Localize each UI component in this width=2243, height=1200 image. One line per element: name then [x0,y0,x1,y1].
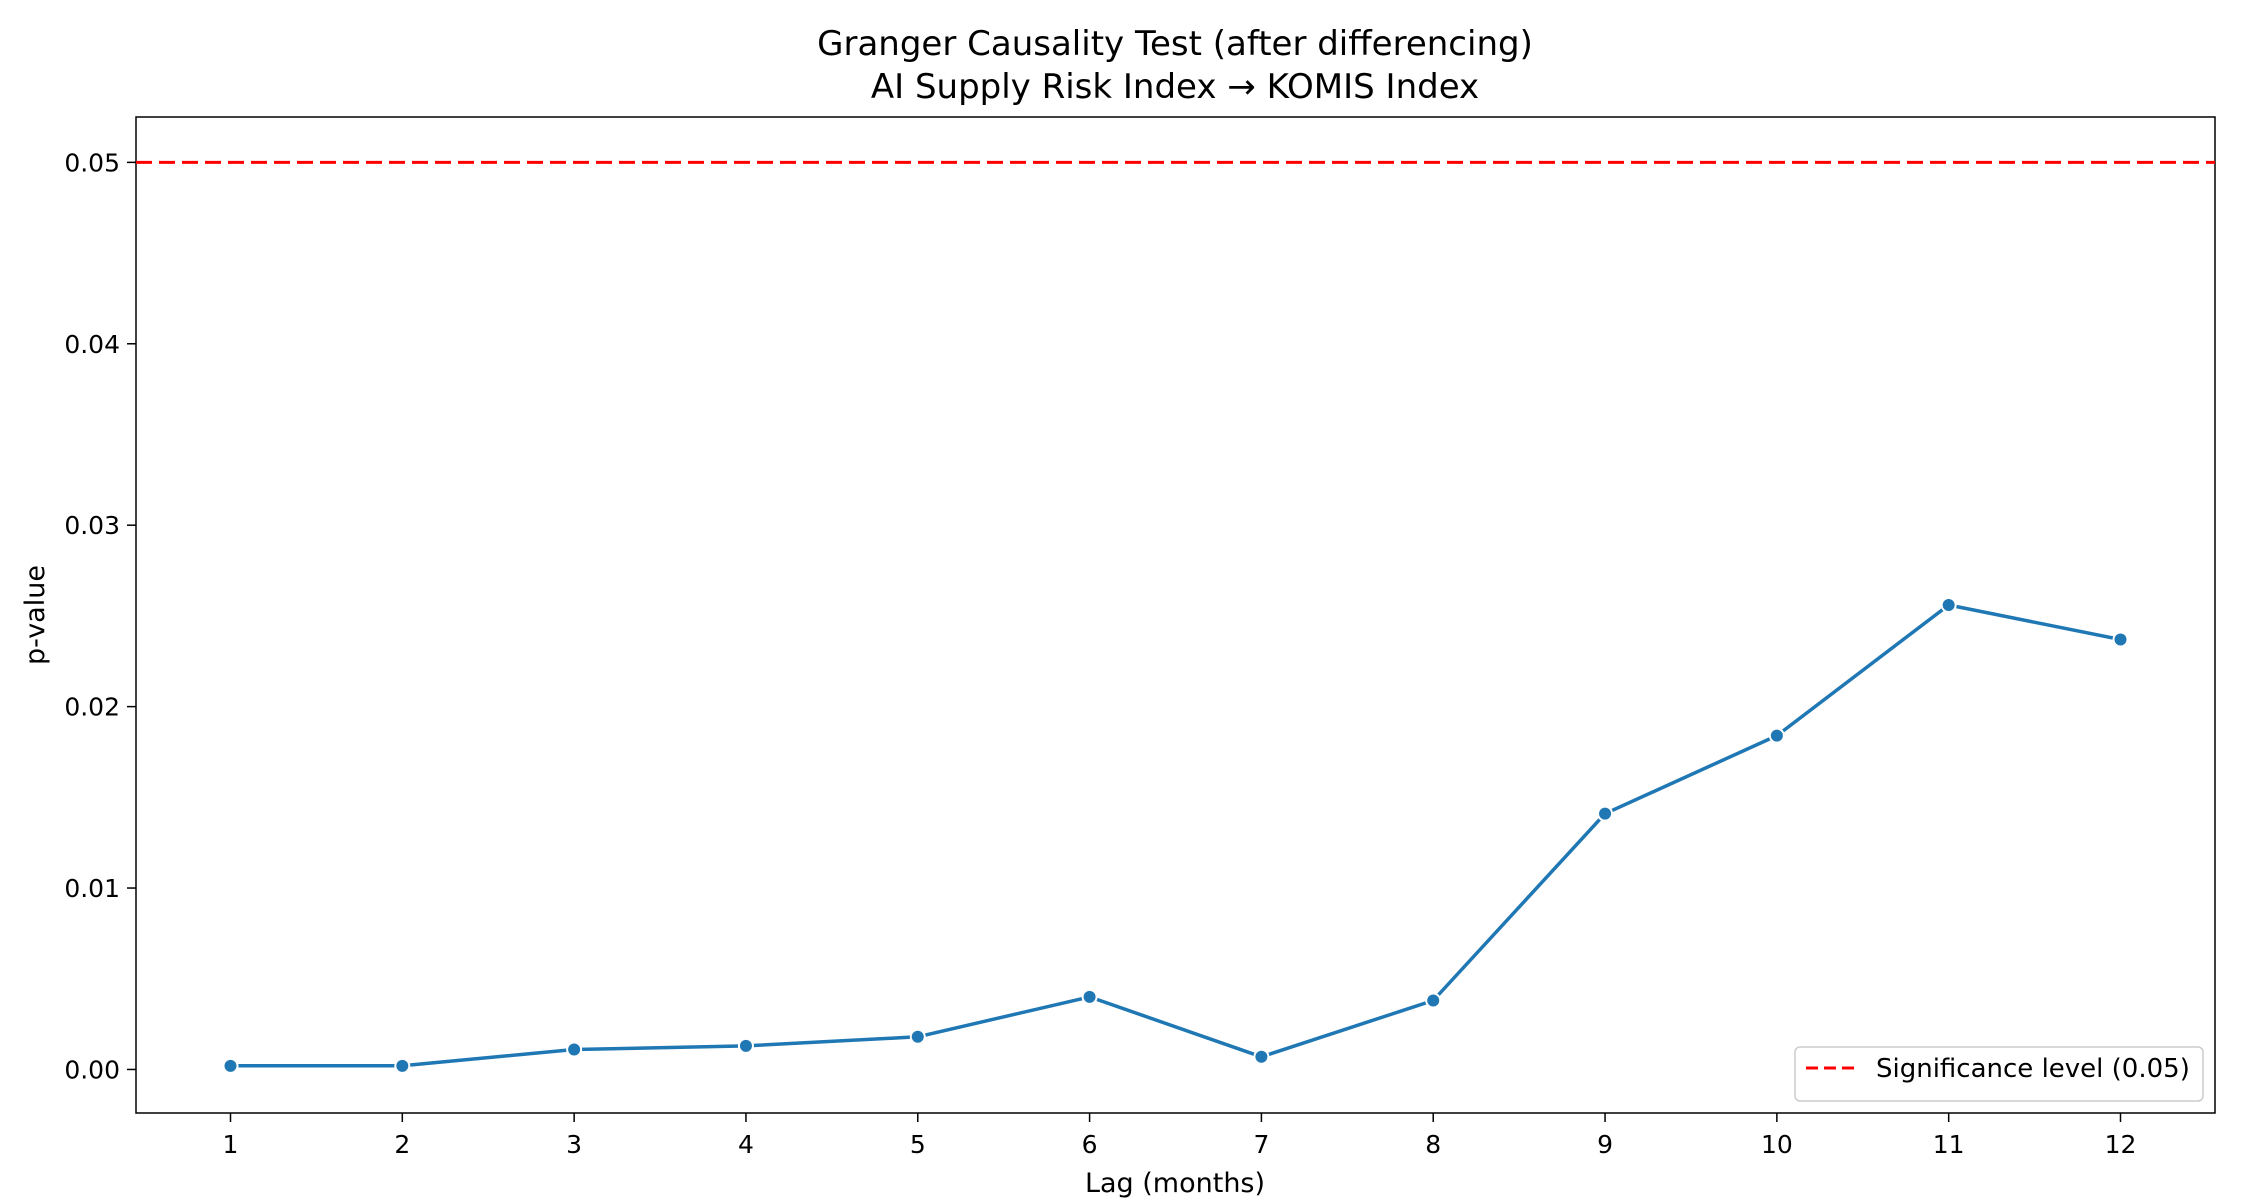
x-tick-label: 1 [223,1130,239,1159]
x-tick-label: 8 [1425,1130,1441,1159]
series-points [222,597,2129,1074]
data-point [222,1057,239,1074]
x-tick-label: 5 [910,1130,926,1159]
x-tick-label: 10 [1761,1130,1793,1159]
data-point [1940,597,1957,614]
y-tick-label: 0.05 [64,148,120,177]
legend-box [1794,1046,2204,1102]
data-point [1253,1048,1270,1065]
chart-title: Granger Causality Test (after differenci… [817,24,1533,64]
y-tick-label: 0.03 [64,511,120,540]
data-point [394,1057,411,1074]
x-axis-label: Lag (months) [1085,1168,1265,1199]
y-tick-label: 0.00 [64,1055,120,1084]
x-tick-label: 4 [738,1130,754,1159]
y-tick-label: 0.02 [64,693,120,722]
x-axis: 1 2 3 4 5 6 7 8 9 10 11 12 [223,1113,2137,1159]
y-axis-label: p-value [20,565,51,665]
y-axis: 0.00 0.01 0.02 0.03 0.04 0.05 [64,148,136,1084]
x-tick-label: 2 [394,1130,410,1159]
plot-area [135,116,2216,1114]
series-line [230,603,2121,1068]
x-tick-label: 11 [1933,1130,1965,1159]
y-tick-label: 0.01 [64,874,120,903]
y-tick-label: 0.04 [64,330,120,359]
data-point [1081,988,1098,1005]
data-point [1425,992,1442,1009]
legend: Significance level (0.05) [1794,1046,2204,1102]
x-tick-label: 6 [1082,1130,1098,1159]
x-tick-label: 9 [1597,1130,1613,1159]
legend-label: Significance level (0.05) [1876,1054,2190,1084]
data-point [737,1037,754,1054]
data-point [2112,631,2129,648]
x-tick-label: 12 [2105,1130,2137,1159]
data-point [1597,805,1614,822]
chart-subtitle: AI Supply Risk Index → KOMIS Index [871,67,1479,107]
data-point [909,1028,926,1045]
data-point [1768,727,1785,744]
data-point [566,1041,583,1058]
x-tick-label: 3 [566,1130,582,1159]
x-tick-label: 7 [1253,1130,1269,1159]
